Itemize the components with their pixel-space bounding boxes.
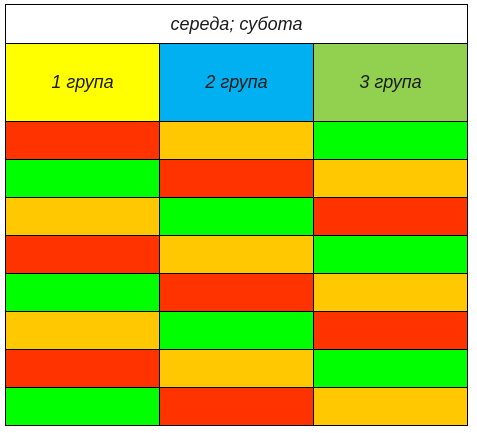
table-row bbox=[5, 311, 468, 350]
slot-cell-red[interactable] bbox=[5, 349, 160, 388]
slot-cell-red[interactable] bbox=[5, 235, 160, 274]
slot-cell-orange[interactable] bbox=[5, 311, 160, 350]
table-row bbox=[5, 121, 468, 160]
slot-cell-green[interactable] bbox=[159, 311, 314, 350]
slot-cell-green[interactable] bbox=[313, 121, 468, 160]
slot-cell-orange[interactable] bbox=[159, 235, 314, 274]
table-row bbox=[5, 273, 468, 312]
slot-cell-green[interactable] bbox=[159, 197, 314, 236]
group-header-cell-1[interactable]: 1 група bbox=[5, 43, 160, 122]
slot-cell-orange[interactable] bbox=[313, 159, 468, 198]
schedule-table: середа; субота 1 група 2 група 3 група bbox=[5, 4, 468, 426]
group-header-row: 1 група 2 група 3 група bbox=[5, 43, 468, 122]
title-cell[interactable]: середа; субота bbox=[5, 4, 468, 44]
title-row: середа; субота bbox=[5, 4, 468, 44]
slot-cell-red[interactable] bbox=[159, 273, 314, 312]
slot-cell-red[interactable] bbox=[5, 121, 160, 160]
slot-cell-orange[interactable] bbox=[159, 349, 314, 388]
slot-cell-orange[interactable] bbox=[5, 197, 160, 236]
slot-cell-green[interactable] bbox=[5, 159, 160, 198]
slot-cell-green[interactable] bbox=[5, 273, 160, 312]
slot-cell-red[interactable] bbox=[159, 387, 314, 426]
slot-cell-red[interactable] bbox=[313, 197, 468, 236]
table-row bbox=[5, 197, 468, 236]
table-row bbox=[5, 235, 468, 274]
slot-cell-green[interactable] bbox=[5, 387, 160, 426]
slot-cell-orange[interactable] bbox=[159, 121, 314, 160]
table-row bbox=[5, 387, 468, 426]
slot-cell-red[interactable] bbox=[159, 159, 314, 198]
spreadsheet: середа; субота 1 група 2 група 3 група bbox=[5, 4, 468, 426]
group-header-cell-2[interactable]: 2 група bbox=[159, 43, 314, 122]
slot-cell-green[interactable] bbox=[313, 235, 468, 274]
slot-cell-orange[interactable] bbox=[313, 273, 468, 312]
slot-cell-red[interactable] bbox=[313, 311, 468, 350]
table-row bbox=[5, 159, 468, 198]
slot-cell-orange[interactable] bbox=[313, 387, 468, 426]
slot-cell-green[interactable] bbox=[313, 349, 468, 388]
group-header-cell-3[interactable]: 3 група bbox=[313, 43, 468, 122]
table-row bbox=[5, 349, 468, 388]
